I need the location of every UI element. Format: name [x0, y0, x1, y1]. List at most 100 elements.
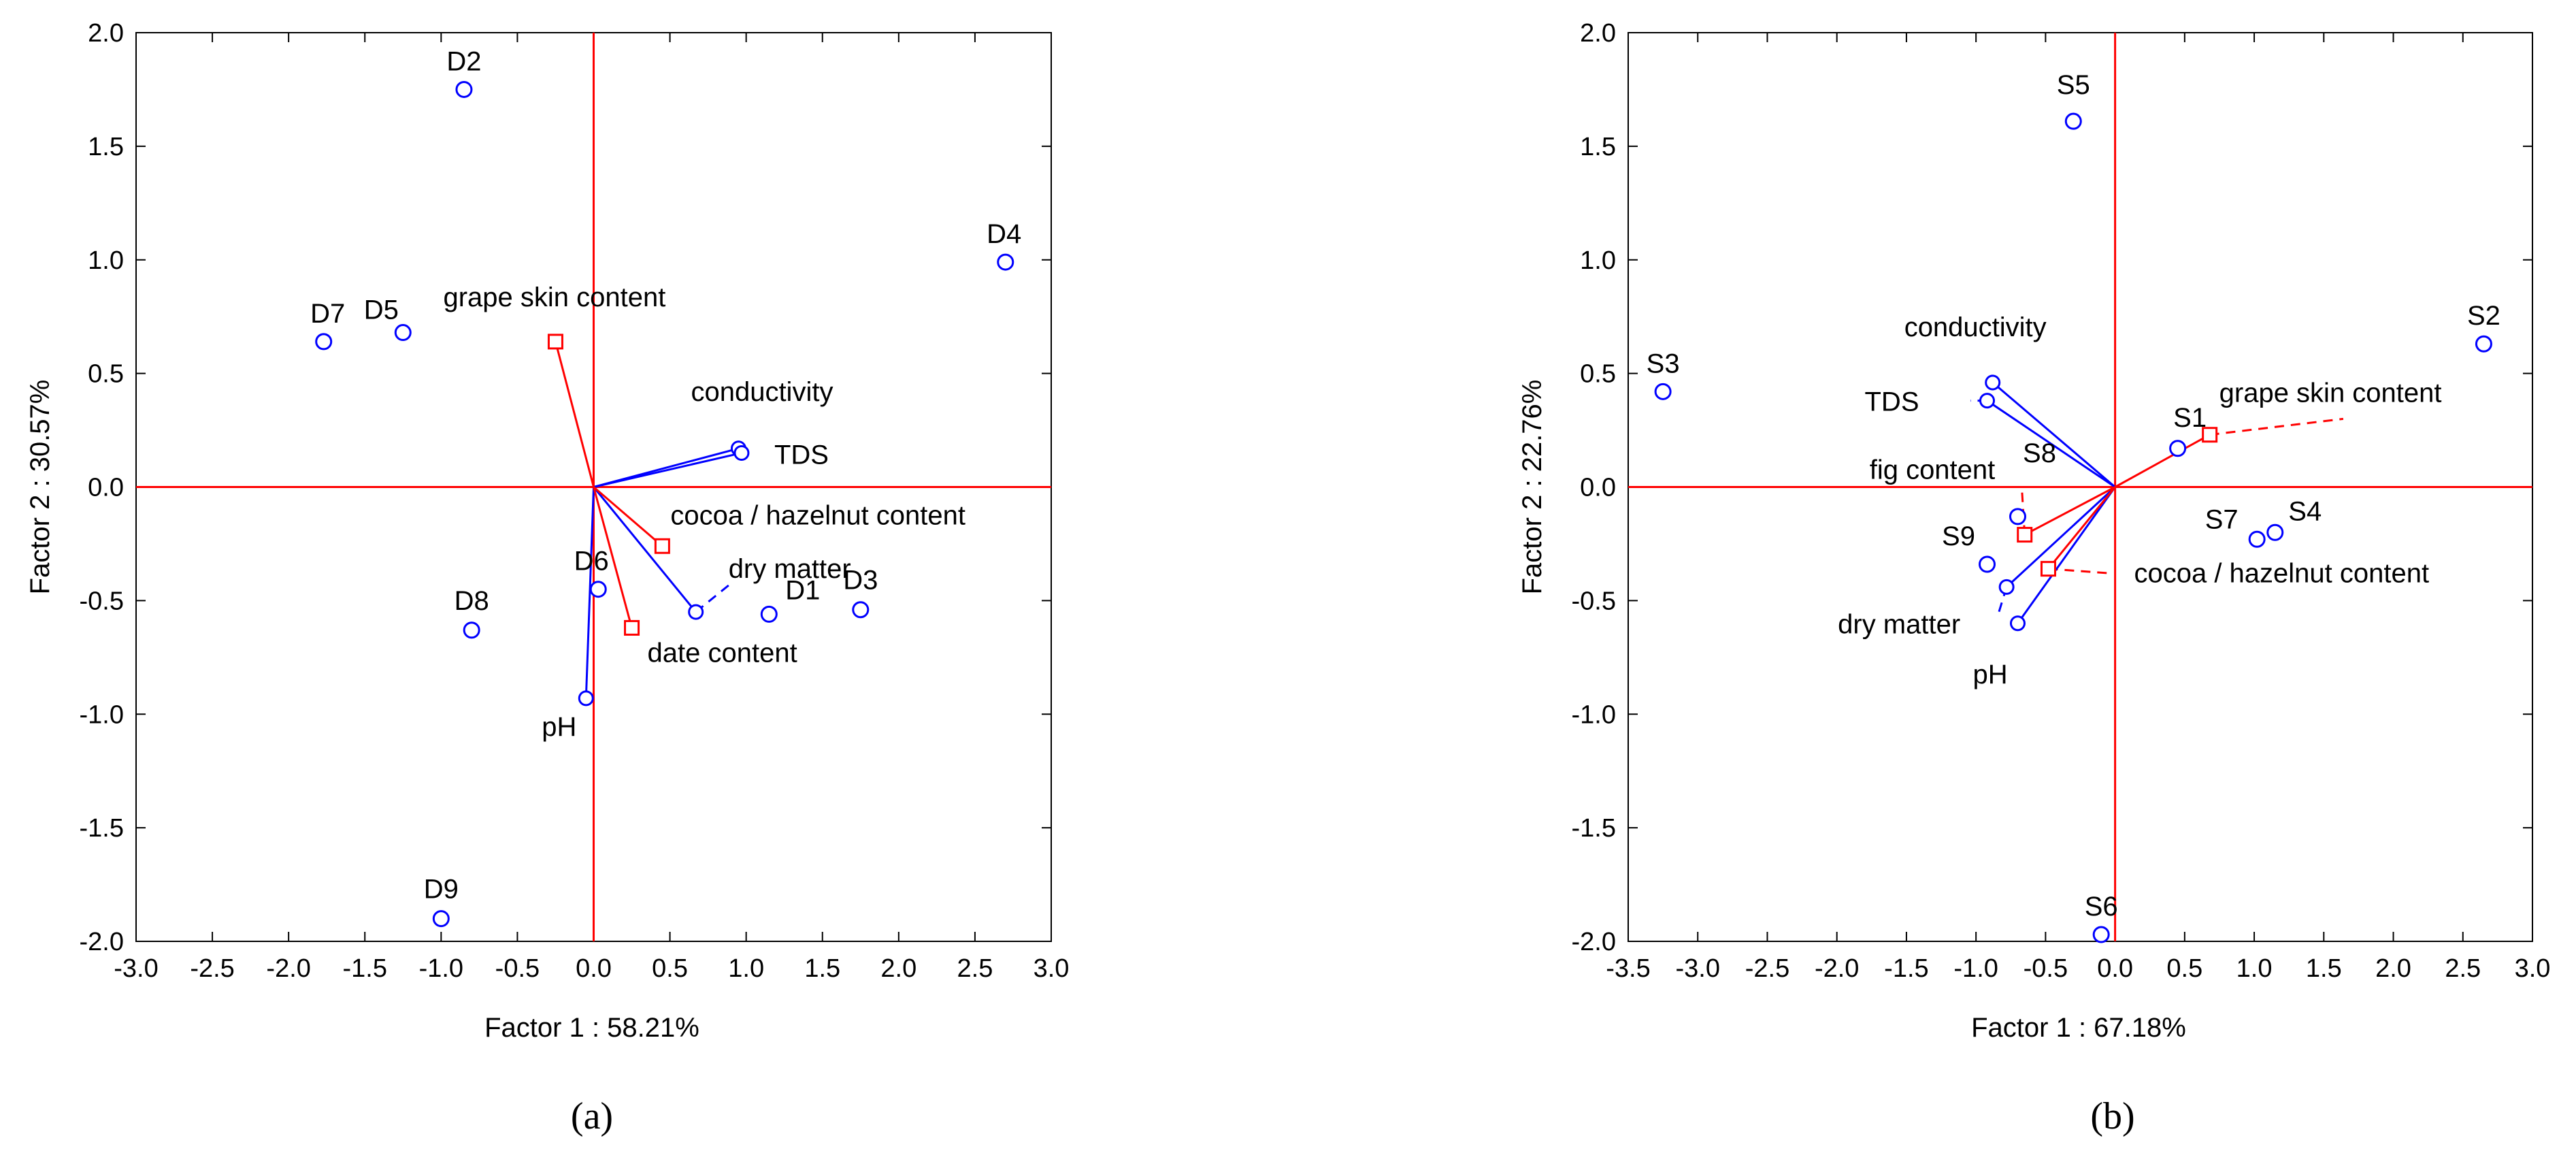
x-tick-label: 1.0: [2236, 954, 2273, 983]
y-tick-label: 1.0: [88, 246, 124, 275]
sample-point: [394, 324, 412, 342]
x-tick-label: 3.0: [2515, 954, 2551, 983]
x-axis-label: Factor 1 : 58.21%: [484, 1013, 699, 1043]
supplementary-vector-label: cocoa / hazelnut content: [670, 500, 965, 530]
x-tick-label: -1.5: [1884, 954, 1928, 983]
sample-point: [2064, 112, 2082, 130]
y-tick-label: 2.0: [88, 19, 124, 48]
x-tick-label: -1.0: [419, 954, 463, 983]
y-tick-label: -2.0: [1572, 928, 1616, 956]
sample-point: [1654, 383, 1672, 400]
supplementary-vector-line: [2047, 486, 2116, 570]
supplementary-vector-label: date content: [648, 638, 797, 668]
y-tick-label: -2.0: [80, 928, 124, 956]
x-tick-label: -2.0: [1815, 954, 1859, 983]
x-tick-label: -0.5: [495, 954, 540, 983]
sample-label: S6: [2085, 892, 2118, 922]
active-vector-line: [2006, 486, 2116, 588]
supplementary-vector-label: cocoa / hazelnut content: [2134, 559, 2429, 589]
sample-label: S7: [2205, 504, 2239, 534]
sample-point: [589, 581, 607, 598]
x-tick-label: 0.5: [2166, 954, 2202, 983]
active-vector-label: pH: [542, 712, 576, 742]
active-vector-line: [593, 451, 742, 488]
x-tick-label: 0.0: [576, 954, 612, 983]
sample-label: S1: [2173, 403, 2207, 433]
active-vector-point: [578, 690, 594, 707]
x-axis-label: Factor 1 : 67.18%: [1971, 1013, 2186, 1043]
active-vector-label: TDS: [774, 440, 829, 470]
x-tick-label: -2.5: [190, 954, 234, 983]
sample-point: [997, 253, 1014, 271]
x-tick-label: -1.0: [1953, 954, 1998, 983]
active-vector-label: conductivity: [1904, 312, 2047, 342]
sample-point: [2169, 440, 2187, 457]
y-tick-label: 2.0: [1580, 19, 1616, 48]
supplementary-vector-point: [2040, 561, 2056, 577]
label-connector: [2209, 417, 2344, 436]
sample-point: [2475, 335, 2492, 353]
y-tick-label: -0.5: [1572, 587, 1616, 615]
sample-point: [2092, 926, 2110, 943]
active-vector-line: [593, 486, 697, 613]
active-vector-line: [584, 487, 595, 698]
x-tick-label: -0.5: [2024, 954, 2068, 983]
y-tick-label: 1.0: [1580, 246, 1616, 275]
y-tick-label: 0.5: [1580, 360, 1616, 389]
active-vector-label: dry matter: [1838, 609, 1960, 639]
active-vector-line: [1992, 381, 2116, 488]
sample-point: [2266, 523, 2284, 541]
x-tick-label: 1.5: [2306, 954, 2342, 983]
sample-label: S4: [2288, 496, 2322, 526]
supplementary-vector-label: grape skin content: [443, 282, 665, 312]
sample-point: [315, 333, 333, 351]
sample-label: S3: [1647, 348, 1680, 378]
sample-point: [455, 80, 473, 98]
sample-label: D7: [310, 299, 345, 329]
active-vector-point: [1979, 393, 1996, 409]
x-tick-label: 1.5: [804, 954, 840, 983]
sample-point: [852, 601, 870, 619]
x-tick-label: -3.0: [1675, 954, 1719, 983]
sample-label: D1: [785, 575, 820, 605]
supplementary-vector-point: [654, 538, 670, 554]
y-tick-label: -1.5: [80, 814, 124, 843]
x-tick-label: 0.5: [652, 954, 688, 983]
sample-label: D5: [364, 295, 399, 325]
supplementary-vector-line: [593, 486, 663, 547]
chart-panel: -3.0 -2.5 -2.0 -1.5 -1.0 -0.5 0.0 0.5 1.0 1.5 2.0 2…: [25, 19, 1069, 1137]
chart-panel: -3.5 -3.0 -2.5 -2.0 -1.5 -1.0 -0.5 0.0 0.5 1.0 1.5…: [1517, 19, 2550, 1137]
x-tick-label: 3.0: [1034, 954, 1070, 983]
sample-point: [463, 621, 480, 639]
active-vector-point: [1998, 579, 2015, 595]
active-vector-label: pH: [1972, 660, 2007, 690]
y-tick-label: -1.0: [80, 700, 124, 729]
supplementary-vector-line: [593, 487, 633, 628]
active-vector-label: TDS: [1865, 387, 1919, 417]
sample-label: S9: [1942, 521, 1975, 551]
panel-label: (a): [571, 1095, 613, 1137]
supplementary-vector-label: grape skin content: [2219, 378, 2442, 408]
x-tick-label: 2.5: [2445, 954, 2481, 983]
supplementary-vector-line: [2024, 486, 2116, 536]
sample-label: S8: [2023, 438, 2056, 468]
y-axis-label: Factor 2 : 22.76%: [1517, 380, 1547, 595]
active-vector-point: [688, 604, 704, 620]
sample-point: [2248, 530, 2266, 548]
sample-point: [760, 605, 778, 623]
x-tick-label: 2.0: [880, 954, 917, 983]
x-tick-label: 2.0: [2375, 954, 2411, 983]
sample-label: D3: [843, 566, 878, 596]
supplementary-vector-line: [2114, 434, 2211, 488]
x-tick-label: 0.0: [2097, 954, 2133, 983]
sample-label: D9: [424, 875, 459, 905]
x-tick-label: 2.5: [957, 954, 993, 983]
y-tick-label: 1.5: [1580, 133, 1616, 161]
x-tick-label: -2.0: [266, 954, 310, 983]
y-axis-label: Factor 2 : 30.57%: [25, 380, 55, 595]
active-vector-line: [1986, 400, 2116, 488]
y-tick-label: 0.0: [1580, 474, 1616, 502]
sample-point: [1979, 555, 1996, 573]
active-vector-point: [1985, 374, 2001, 391]
